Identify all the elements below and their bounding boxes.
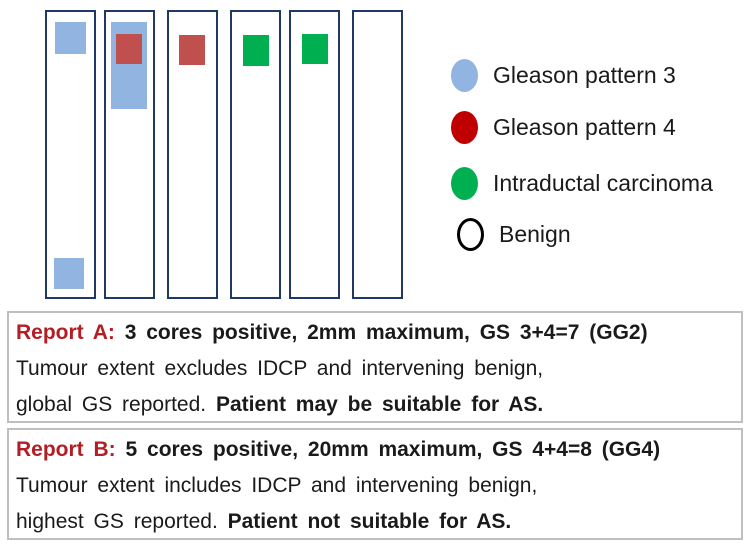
- tumour-block-gleason4-core-red: [179, 35, 205, 65]
- report-line: highest GS reported. Patient not suitabl…: [16, 504, 741, 538]
- report-line: Report B: 5 cores positive, 20mm maximum…: [16, 432, 741, 468]
- legend-item-gleason3: Gleason pattern 3: [451, 58, 676, 92]
- gleason4-swatch-icon: [451, 110, 478, 144]
- report-text-segment: global GS reported.: [16, 393, 216, 416]
- report-line: Tumour extent excludes IDCP and interven…: [16, 351, 741, 387]
- report-b-box: Report B: 5 cores positive, 20mm maximum…: [7, 428, 743, 540]
- tumour-block-gleason3-blue: [54, 258, 84, 289]
- report-line: Tumour extent includes IDCP and interven…: [16, 468, 741, 504]
- report-a-box: Report A: 3 cores positive, 2mm maximum,…: [7, 311, 743, 423]
- biopsy-core-5: [289, 10, 340, 299]
- report-text-segment: 3 cores positive, 2mm maximum, GS 3+4=7 …: [124, 321, 648, 344]
- gleason3-swatch-icon: [451, 58, 478, 92]
- legend-label: Gleason pattern 4: [493, 113, 676, 140]
- biopsy-core-6: [352, 10, 403, 299]
- report-line: global GS reported. Patient may be suita…: [16, 387, 741, 421]
- legend-item-intraductal: Intraductal carcinoma: [451, 166, 713, 200]
- biopsy-core-3: [167, 10, 218, 299]
- report-text-segment: Patient not suitable for AS.: [227, 510, 512, 533]
- report-text-segment: Patient may be suitable for AS.: [215, 393, 544, 416]
- legend-label: Gleason pattern 3: [493, 61, 676, 88]
- biopsy-core-1: [45, 10, 96, 299]
- report-title-label: Report B:: [16, 438, 126, 461]
- tumour-block-idc-green: [302, 34, 328, 64]
- legend-item-gleason4: Gleason pattern 4: [451, 110, 676, 144]
- report-text-segment: Tumour extent excludes IDCP and interven…: [16, 357, 544, 380]
- intraductal-swatch-icon: [451, 166, 478, 200]
- legend-label: Benign: [499, 220, 571, 247]
- report-text-segment: highest GS reported.: [16, 510, 228, 533]
- report-line: Report A: 3 cores positive, 2mm maximum,…: [16, 315, 741, 351]
- benign-swatch-icon: [457, 217, 484, 251]
- biopsy-core-2: [104, 10, 155, 299]
- legend-label: Intraductal carcinoma: [493, 169, 713, 196]
- tumour-block-gleason3-blue: [55, 22, 86, 54]
- tumour-block-idc-green: [243, 35, 269, 66]
- tumour-block-gleason4-core-red: [116, 34, 142, 64]
- biopsy-core-4: [230, 10, 281, 299]
- report-text-segment: 5 cores positive, 20mm maximum, GS 4+4=8…: [125, 438, 661, 461]
- report-title-label: Report A:: [16, 321, 125, 344]
- legend-item-benign: Benign: [451, 217, 571, 251]
- report-text-segment: Tumour extent includes IDCP and interven…: [16, 474, 538, 497]
